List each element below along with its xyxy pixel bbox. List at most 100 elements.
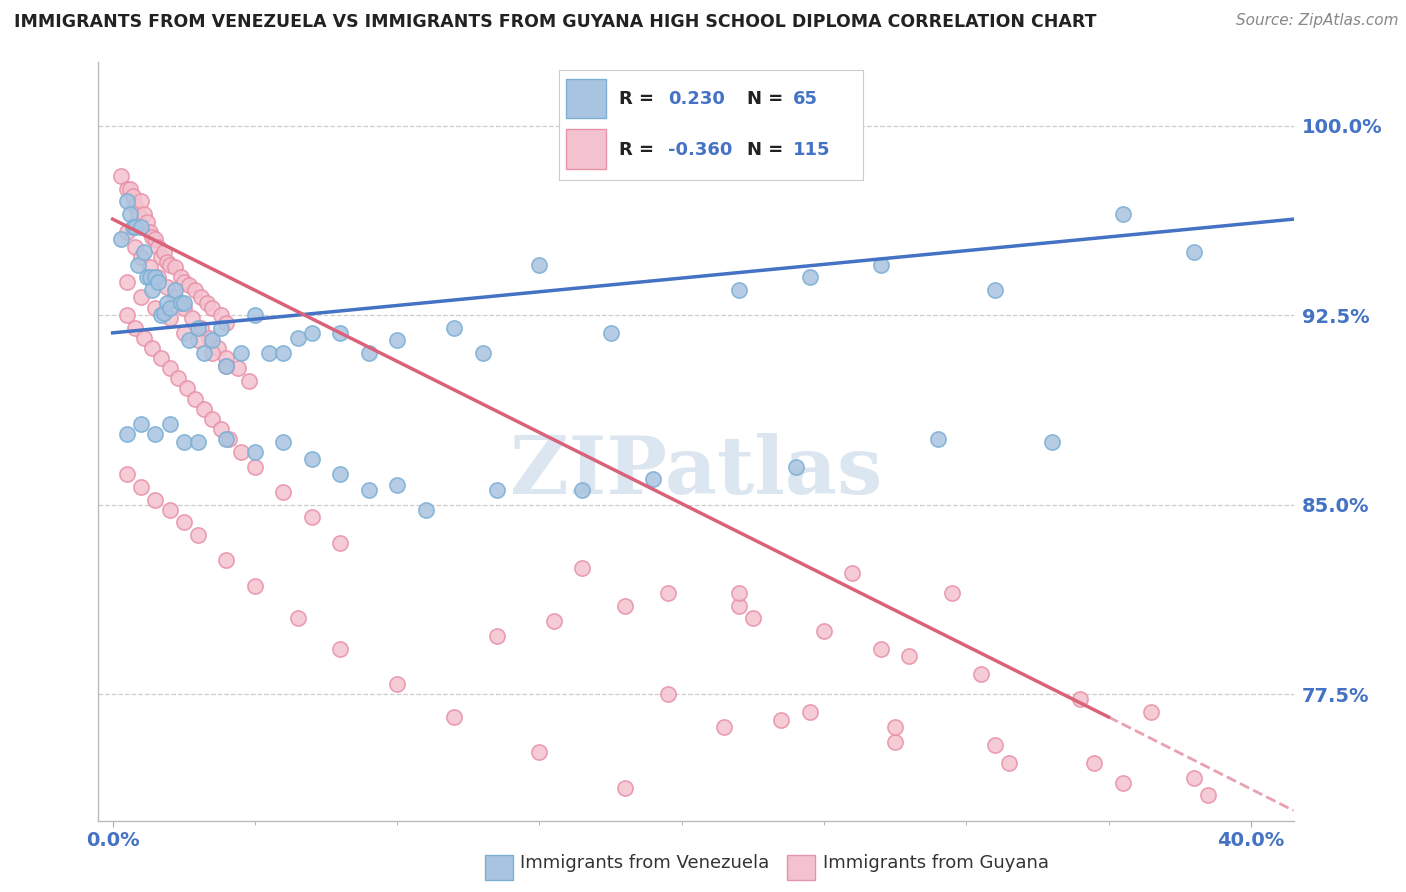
Point <box>138 270 160 285</box>
Point <box>118 207 141 221</box>
Point <box>485 483 508 497</box>
Point <box>884 720 907 734</box>
Point <box>209 422 232 436</box>
Point <box>529 258 551 272</box>
Point <box>173 301 195 315</box>
Point <box>201 346 224 360</box>
Point <box>193 346 215 360</box>
Point <box>841 566 863 580</box>
Text: Immigrants from Venezuela: Immigrants from Venezuela <box>520 855 769 872</box>
Point <box>143 232 166 246</box>
Point <box>156 295 179 310</box>
Point <box>173 275 195 289</box>
Point <box>179 277 201 292</box>
Point <box>159 503 181 517</box>
Point <box>132 244 155 259</box>
Point <box>138 225 160 239</box>
Point <box>218 432 240 446</box>
Point <box>148 275 170 289</box>
Point <box>143 492 166 507</box>
Point <box>209 320 232 334</box>
Point <box>984 738 1007 752</box>
Point <box>170 270 193 285</box>
Point <box>1140 705 1163 719</box>
Point <box>543 614 565 628</box>
Point <box>121 219 143 234</box>
Point <box>287 331 309 345</box>
Point <box>485 629 508 643</box>
Point <box>215 553 238 567</box>
Point <box>129 250 152 264</box>
Point <box>941 586 963 600</box>
Point <box>170 295 193 310</box>
Point <box>713 720 735 734</box>
Point <box>613 780 636 795</box>
Point <box>329 326 352 340</box>
Point <box>215 432 238 446</box>
Point <box>1069 692 1091 706</box>
Point <box>201 334 224 348</box>
Point <box>187 334 209 348</box>
Point <box>190 290 212 304</box>
Point <box>215 316 238 330</box>
Point <box>143 270 166 285</box>
Point <box>159 301 181 315</box>
Point <box>115 194 138 209</box>
Point <box>1182 771 1205 785</box>
Point <box>329 535 352 549</box>
Point <box>115 225 138 239</box>
Point <box>115 426 138 441</box>
Point <box>571 483 593 497</box>
Point <box>1040 434 1063 449</box>
Point <box>193 401 215 416</box>
Point <box>135 215 157 229</box>
Point <box>238 374 260 388</box>
Point <box>329 467 352 482</box>
Point <box>118 182 141 196</box>
Point <box>148 270 170 285</box>
Point <box>159 310 181 325</box>
Point <box>207 341 229 355</box>
Point <box>301 452 323 467</box>
Point <box>167 371 190 385</box>
Point <box>127 258 149 272</box>
Text: Source: ZipAtlas.com: Source: ZipAtlas.com <box>1236 13 1399 29</box>
Text: Immigrants from Guyana: Immigrants from Guyana <box>823 855 1049 872</box>
Point <box>243 579 266 593</box>
Point <box>443 320 465 334</box>
Point <box>129 194 152 209</box>
Point <box>156 255 179 269</box>
Point <box>156 280 179 294</box>
Point <box>927 432 949 446</box>
Point <box>141 283 163 297</box>
Point <box>124 320 146 334</box>
Point <box>129 290 152 304</box>
Point <box>115 275 138 289</box>
Point <box>984 283 1007 297</box>
Point <box>243 444 266 458</box>
Point <box>243 459 266 474</box>
Point <box>127 207 149 221</box>
Point <box>226 361 249 376</box>
Point <box>150 250 173 264</box>
Point <box>727 599 749 613</box>
Point <box>121 189 143 203</box>
Point <box>357 346 380 360</box>
Point <box>124 240 146 254</box>
Point <box>215 359 238 373</box>
Point <box>124 219 146 234</box>
Point <box>215 351 238 365</box>
Point <box>870 641 893 656</box>
Point <box>529 746 551 760</box>
Point <box>159 258 181 272</box>
Point <box>273 434 295 449</box>
Point <box>143 426 166 441</box>
Point <box>969 667 991 681</box>
Point <box>229 346 252 360</box>
Point <box>613 599 636 613</box>
Point <box>129 417 152 431</box>
Point <box>165 283 187 297</box>
Point <box>657 687 679 701</box>
Point <box>153 305 176 319</box>
Point <box>257 346 280 360</box>
